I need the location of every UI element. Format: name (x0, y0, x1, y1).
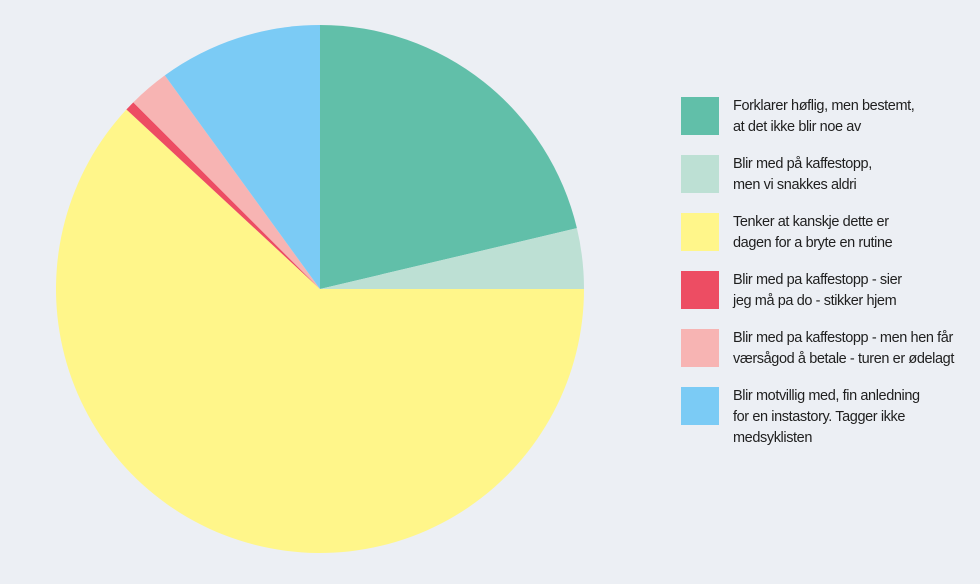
pie-slice-3 (56, 109, 585, 553)
legend-swatch-6 (681, 387, 719, 425)
legend-label-4: Blir med pa kaffestopp - sier jeg må pa … (733, 272, 902, 309)
legend-swatch-4 (681, 271, 719, 309)
legend-item-4: Blir med pa kaffestopp - sier jeg må pa … (681, 270, 971, 312)
pie-slice-4 (126, 102, 320, 289)
legend-item-2: Blir med på kaffestopp, men vi snakkes a… (681, 154, 971, 196)
pie-slice-2 (320, 228, 584, 289)
pie-slice-6 (164, 25, 320, 289)
legend-label-3: Tenker at kanskje dette er dagen for a b… (733, 214, 893, 251)
legend-swatch-2 (681, 155, 719, 193)
legend: Forklarer høflig, men bestemt, at det ik… (681, 96, 971, 465)
legend-swatch-1 (681, 97, 719, 135)
legend-item-6: Blir motvillig med, fin anledning for en… (681, 386, 971, 449)
pie-slice-5 (133, 75, 320, 289)
legend-item-5: Blir med pa kaffestopp - men hen får vær… (681, 328, 971, 370)
legend-swatch-5 (681, 329, 719, 367)
legend-label-2: Blir med på kaffestopp, men vi snakkes a… (733, 156, 872, 193)
legend-label-6: Blir motvillig med, fin anledning for en… (733, 388, 920, 446)
pie-plot (56, 25, 585, 553)
legend-swatch-3 (681, 213, 719, 251)
legend-label-5: Blir med pa kaffestopp - men hen får vær… (733, 330, 954, 367)
pie-slice-1 (320, 25, 577, 289)
legend-item-3: Tenker at kanskje dette er dagen for a b… (681, 212, 971, 254)
legend-item-1: Forklarer høflig, men bestemt, at det ik… (681, 96, 971, 138)
legend-label-1: Forklarer høflig, men bestemt, at det ik… (733, 98, 915, 135)
